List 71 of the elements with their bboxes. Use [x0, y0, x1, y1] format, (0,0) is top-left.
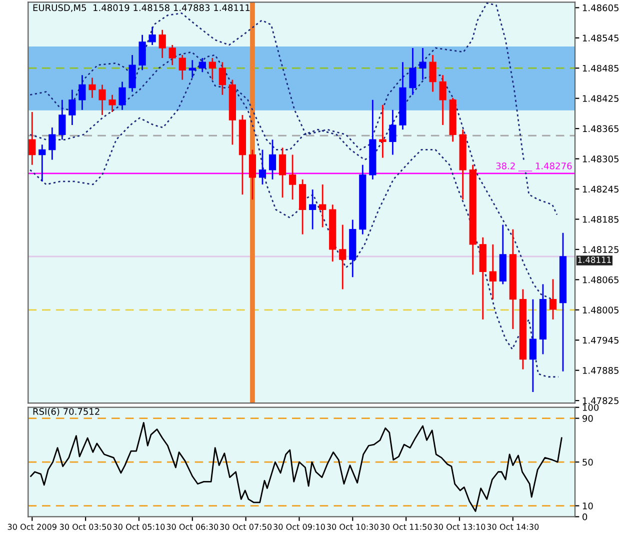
candlestick: [88, 77, 96, 99]
y-tick-label: 1.48005: [582, 306, 618, 314]
candlestick: [409, 47, 416, 96]
y-tick-label: 1.48125: [582, 246, 618, 254]
candlestick: [68, 89, 76, 126]
candlestick: [158, 29, 166, 59]
candlestick: [128, 54, 136, 92]
candlestick: [489, 244, 496, 300]
candlestick: [549, 278, 557, 320]
candlestick: [529, 298, 536, 393]
candlestick: [319, 184, 326, 228]
candlestick: [339, 224, 346, 290]
candlestick: [218, 61, 226, 96]
candlestick: [28, 111, 36, 166]
x-tick-label: 30 Oct 14:30: [487, 524, 539, 530]
candlestick: [389, 109, 396, 156]
x-tick-label: 30 Oct 10:30: [327, 524, 378, 530]
candlestick: [168, 44, 176, 66]
y-tick-label: 1.48485: [582, 64, 618, 72]
x-tick-label: 30 Oct 06:30: [166, 524, 218, 530]
candlestick: [309, 188, 316, 230]
y-tick-label: 1.48545: [582, 34, 618, 42]
y-tick-label: 90: [582, 415, 593, 422]
candlestick: [48, 126, 56, 160]
candlestick: [188, 59, 196, 78]
y-tick-label: 1.48425: [582, 95, 618, 102]
y-tick-label: 100: [582, 404, 599, 411]
x-tick-label: 30 Oct 13:10: [434, 524, 486, 530]
y-tick-label: 1.48065: [582, 276, 618, 284]
candlestick: [429, 54, 436, 92]
candlestick: [278, 147, 286, 198]
x-tick-label: 30 Oct 03:50: [60, 524, 112, 530]
candlestick: [38, 144, 46, 182]
y-tick-label: 1.47945: [582, 336, 618, 344]
candlestick: [208, 57, 216, 80]
candlestick: [118, 81, 126, 111]
candlestick: [379, 104, 386, 158]
candlestick: [138, 34, 146, 71]
y-tick-label: 1.48245: [582, 186, 618, 193]
x-tick-label: 30 Oct 11:50: [380, 524, 432, 530]
candlestick: [148, 26, 156, 46]
candlestick: [419, 47, 426, 80]
y-tick-label: 1.48185: [582, 216, 618, 223]
y-tick-label: 1.48365: [582, 125, 618, 132]
candlestick: [198, 57, 206, 73]
x-tick-label: 30 Oct 09:10: [274, 524, 325, 530]
ref-line-label: 1.48111: [578, 256, 611, 263]
y-tick-label: 1.48305: [582, 156, 618, 162]
x-tick-label: 30 Oct 07:50: [220, 524, 272, 530]
chart-title: EURUSD,M5 1.48019 1.48158 1.47883 1.48111: [33, 4, 250, 12]
candlestick: [258, 149, 266, 186]
candlestick: [78, 74, 86, 111]
y-tick-label: 10: [582, 502, 593, 510]
y-tick-label: 0: [582, 513, 588, 520]
line-series: [30, 422, 562, 512]
x-tick-label: 30 Oct 2009: [8, 524, 56, 530]
y-tick-label: 1.48605: [582, 4, 618, 12]
y-tick-label: 1.47825: [582, 397, 618, 404]
candlestick: [268, 138, 276, 180]
candlestick: [58, 99, 66, 140]
y-tick-label: 50: [582, 458, 593, 466]
candlestick: [98, 84, 106, 116]
candlestick: [439, 74, 446, 126]
annotation: 38.2 ___ 1.48276: [496, 162, 572, 172]
chart-title: RSI(6) 70.7512: [33, 408, 100, 416]
candlestick: [178, 54, 186, 80]
candlestick: [288, 154, 296, 200]
x-tick-label: 30 Oct 05:10: [113, 524, 165, 530]
candlestick: [108, 94, 116, 113]
y-tick-label: 1.47885: [582, 367, 618, 374]
candlestick: [248, 149, 256, 200]
